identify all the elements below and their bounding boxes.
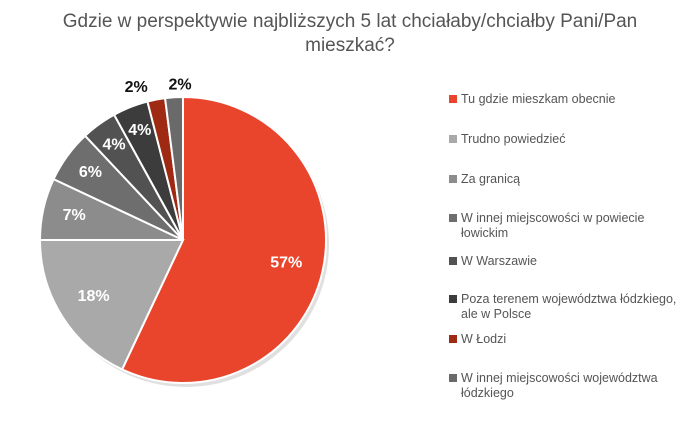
- legend-item: W innej miejscowości województwa łódzkie…: [449, 371, 694, 401]
- slice-data-label: 4%: [103, 136, 126, 153]
- legend-swatch: [449, 295, 457, 303]
- slice-data-label: 57%: [270, 254, 302, 271]
- legend-item: W Łodzi: [449, 332, 694, 347]
- chart-title: Gdzie w perspektywie najbliższych 5 lat …: [0, 10, 700, 58]
- slice-data-label: 2%: [125, 79, 148, 96]
- chart-title-line1: Gdzie w perspektywie najbliższych 5 lat …: [62, 11, 638, 32]
- slice-data-label: 4%: [128, 122, 151, 139]
- legend-swatch: [449, 257, 457, 265]
- slice-data-label: 6%: [79, 164, 102, 181]
- legend-item: W innej miejscowości w powiecie łowickim: [449, 211, 694, 241]
- legend-label: W Warszawie: [461, 254, 537, 268]
- pie-slice: [38, 239, 185, 371]
- legend-swatch: [449, 214, 457, 222]
- legend-label: Poza terenem województwa łódzkiego, ale …: [461, 292, 677, 321]
- legend-swatch: [449, 374, 457, 382]
- legend-item: Poza terenem województwa łódzkiego, ale …: [449, 292, 694, 322]
- slice-data-label: 18%: [78, 288, 110, 305]
- slice-data-label: 7%: [63, 207, 86, 224]
- legend-label: W innej miejscowości w powiecie łowickim: [461, 211, 645, 240]
- legend-swatch: [449, 335, 457, 343]
- legend-swatch: [449, 135, 457, 143]
- legend-label: Trudno powiedzieć: [461, 132, 566, 146]
- slice-data-label: 2%: [168, 77, 191, 94]
- pie-slice: [163, 95, 184, 241]
- chart-title-line2: mieszkać?: [305, 35, 395, 56]
- pie-slice: [120, 95, 327, 384]
- legend-swatch: [449, 175, 457, 183]
- legend-item: Za granicą: [449, 172, 694, 187]
- legend-item: Tu gdzie mieszkam obecnie: [449, 92, 694, 107]
- legend-label: Za granicą: [461, 172, 521, 186]
- legend-label: W innej miejscowości województwa łódzkie…: [461, 371, 658, 400]
- legend-item: W Warszawie: [449, 254, 694, 269]
- legend-label: Tu gdzie mieszkam obecnie: [461, 92, 616, 106]
- legend-item: Trudno powiedzieć: [449, 132, 694, 147]
- legend-swatch: [449, 95, 457, 103]
- legend-label: W Łodzi: [461, 332, 507, 346]
